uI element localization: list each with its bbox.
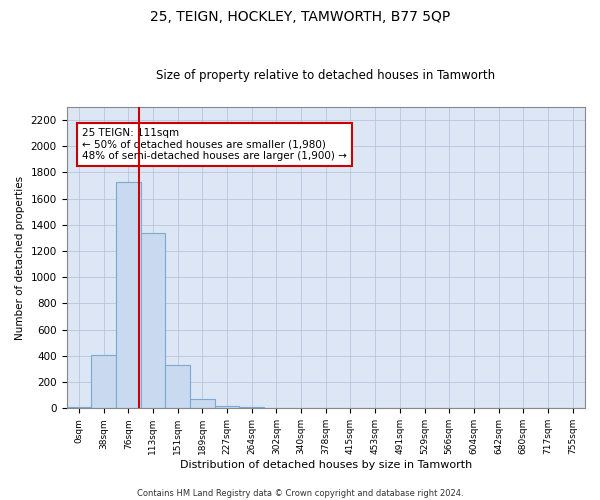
Bar — [239, 407, 264, 408]
Bar — [215, 406, 239, 408]
Text: 25 TEIGN: 111sqm
← 50% of detached houses are smaller (1,980)
48% of semi-detach: 25 TEIGN: 111sqm ← 50% of detached house… — [82, 128, 347, 161]
Bar — [190, 399, 215, 408]
Title: Size of property relative to detached houses in Tamworth: Size of property relative to detached ho… — [156, 69, 496, 82]
Text: 25, TEIGN, HOCKLEY, TAMWORTH, B77 5QP: 25, TEIGN, HOCKLEY, TAMWORTH, B77 5QP — [150, 10, 450, 24]
Bar — [116, 182, 140, 408]
X-axis label: Distribution of detached houses by size in Tamworth: Distribution of detached houses by size … — [179, 460, 472, 470]
Bar — [165, 365, 190, 408]
Bar — [140, 232, 165, 408]
Y-axis label: Number of detached properties: Number of detached properties — [15, 176, 25, 340]
Text: Contains HM Land Registry data © Crown copyright and database right 2024.: Contains HM Land Registry data © Crown c… — [137, 488, 463, 498]
Bar — [67, 407, 91, 408]
Bar — [91, 354, 116, 408]
